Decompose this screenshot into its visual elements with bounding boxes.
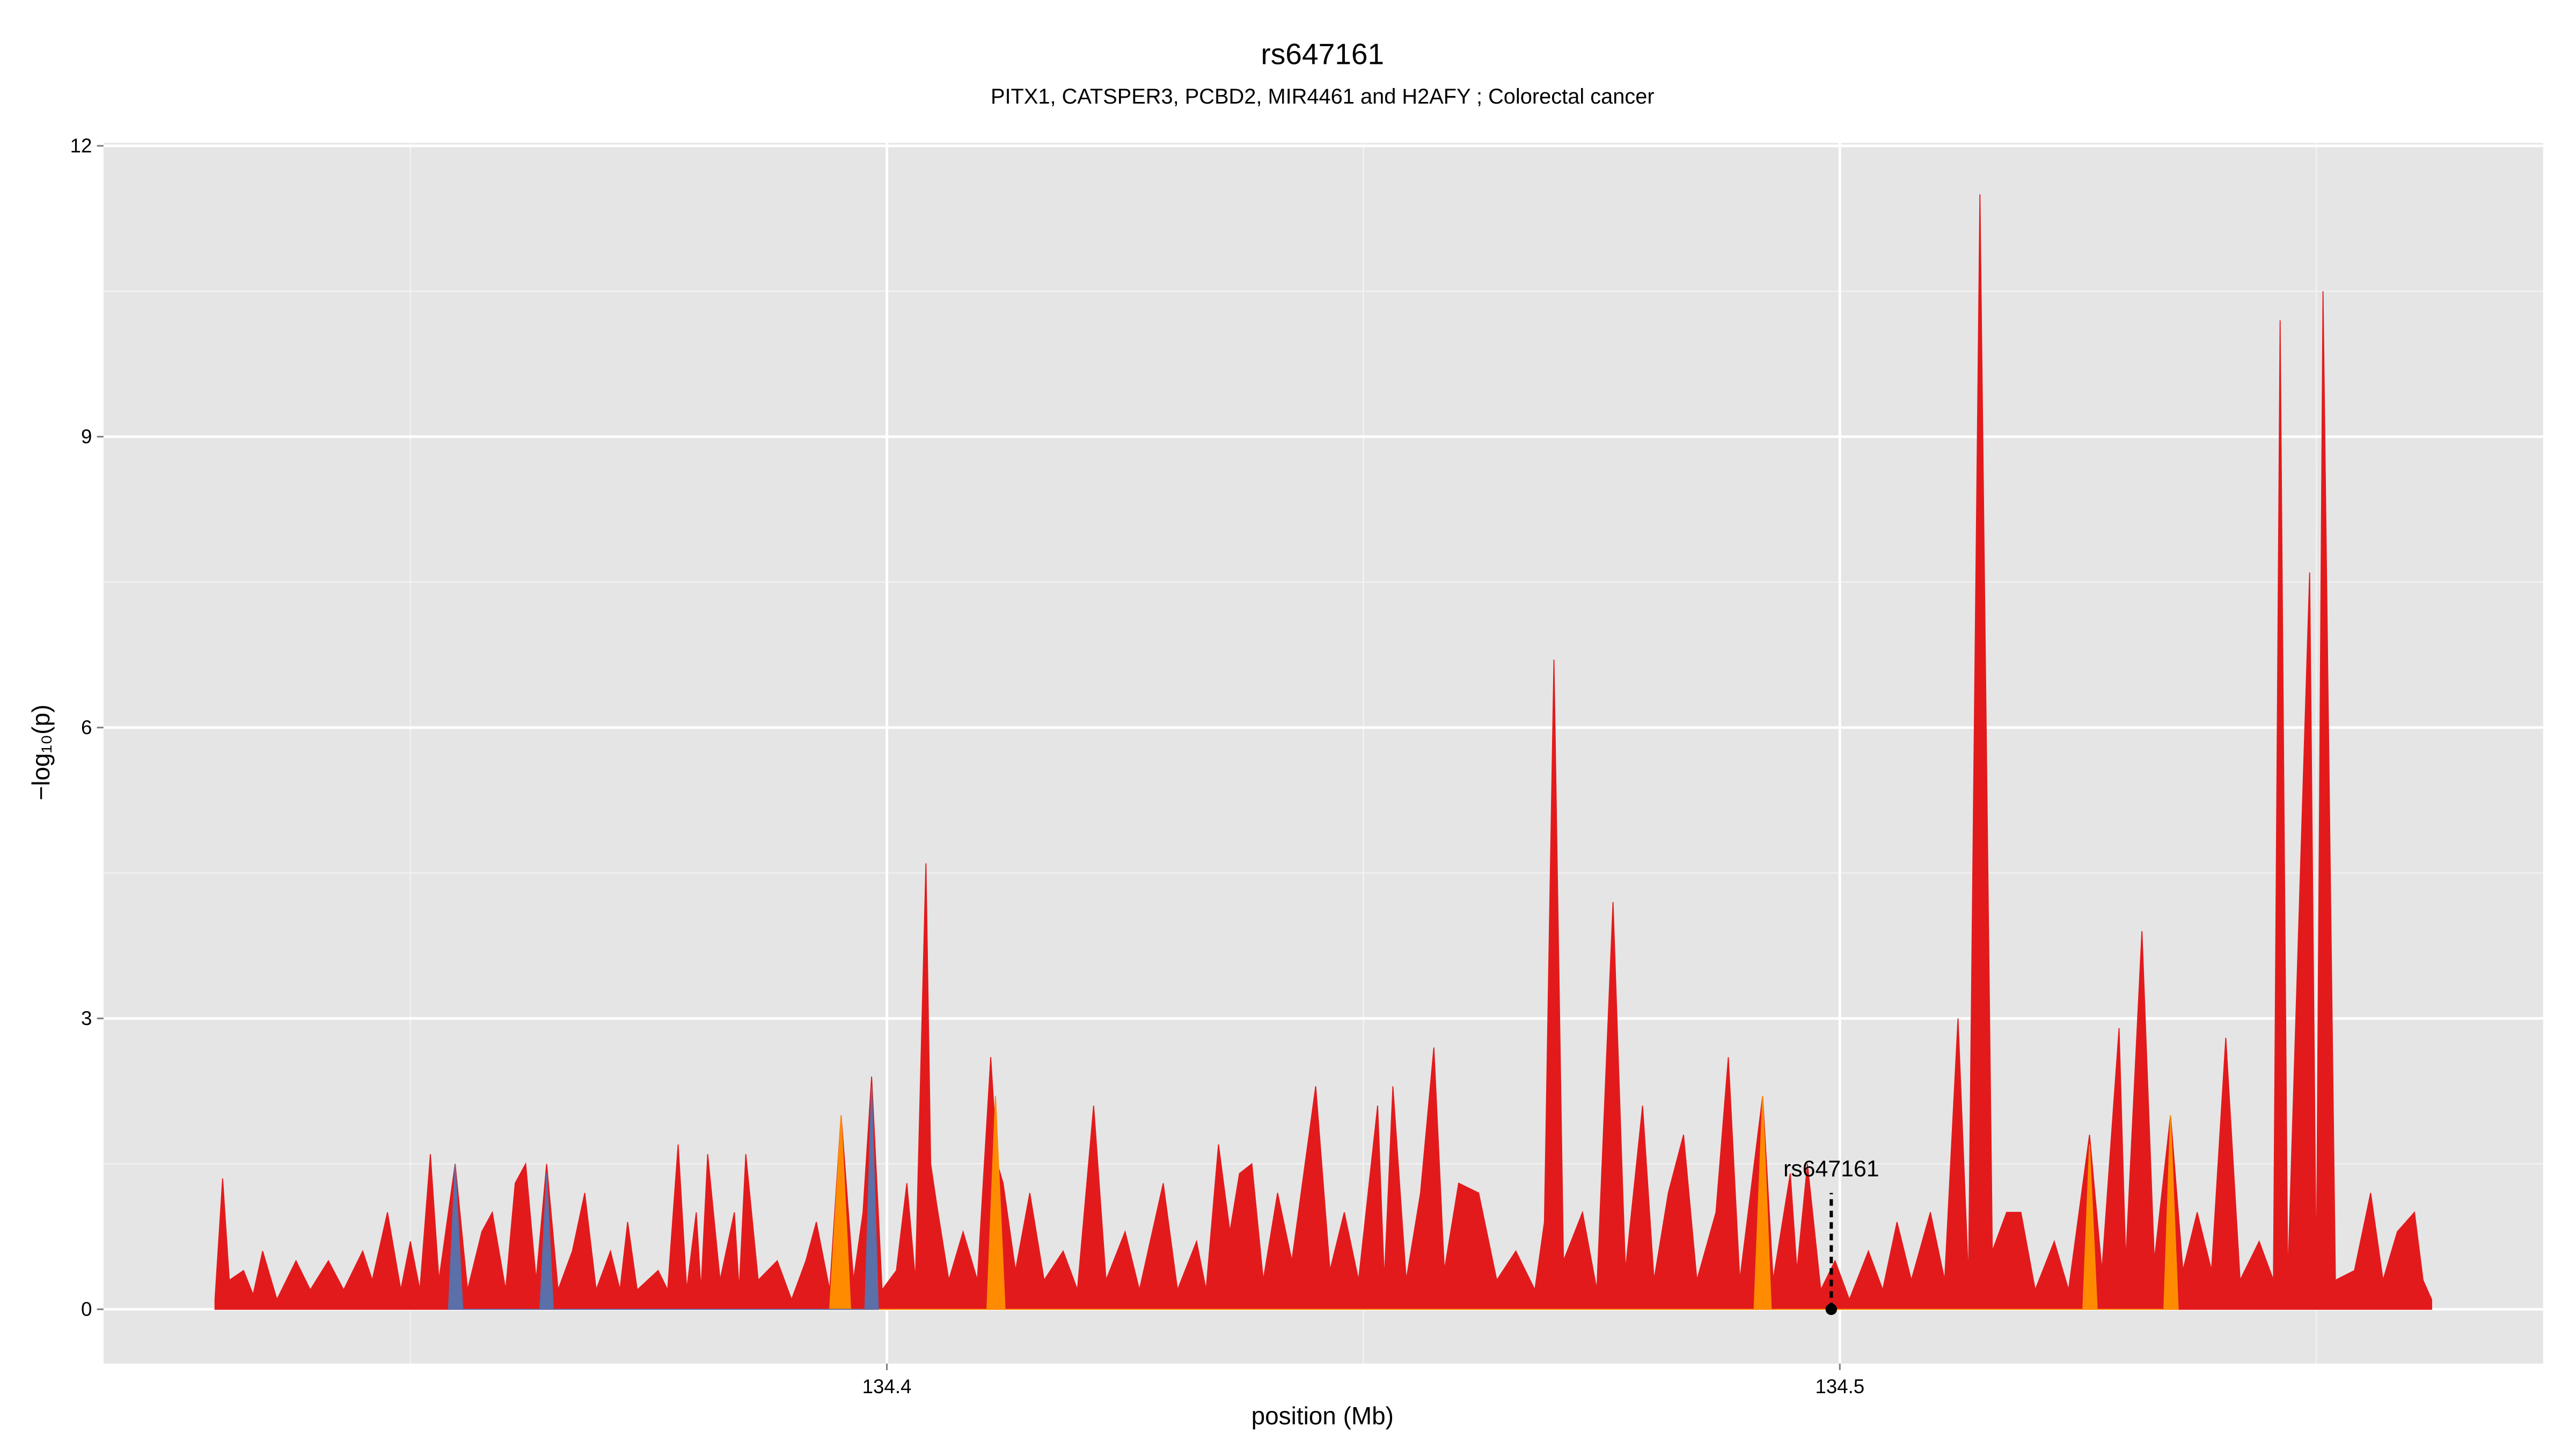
annotation-label: rs647161 [1783,1156,1879,1182]
annotation-point [1825,1303,1838,1315]
chart-title: rs647161 [1261,37,1384,70]
ticks: 0 3 6 9 12 134.4 134.5 [70,135,1865,1397]
y-tick-label: 12 [70,135,92,157]
y-tick-label: 9 [81,426,92,448]
y-tick-label: 6 [81,716,92,738]
x-tick-label: 134.4 [862,1375,912,1397]
area [214,194,2432,1310]
area [829,1096,2179,1310]
chart-subtitle: PITX1, CATSPER3, PCBD2, MIR4461 and H2AF… [991,85,1655,108]
marks: rs647161 [214,194,2432,1315]
y-tick-label: 0 [81,1298,92,1320]
y-tick-label: 3 [81,1007,92,1029]
x-axis-label: position (Mb) [1252,1402,1394,1430]
x-tick-label: 134.5 [1815,1375,1864,1397]
y-axis-label: −log₁₀(p) [27,705,55,801]
area [448,1086,879,1310]
